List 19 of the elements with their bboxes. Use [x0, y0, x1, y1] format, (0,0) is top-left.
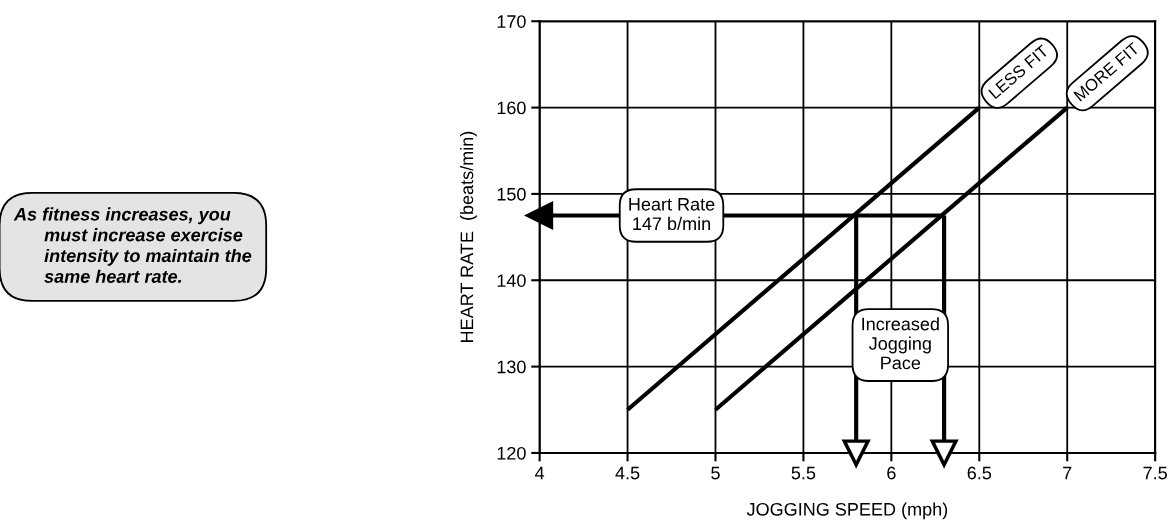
y-tick-label: 160 — [497, 101, 526, 115]
y-tick-label: 140 — [497, 274, 526, 287]
y-tick-label: 170 — [497, 15, 526, 28]
x-tick-label: 6 — [887, 466, 896, 480]
x-tick-label: 4 — [535, 466, 545, 480]
y-tick-label: 150 — [497, 187, 526, 201]
x-tick-label: 5 — [711, 466, 720, 480]
annotation: Increased Jogging Pace — [862, 317, 939, 370]
x-tick-label: 6.5 — [967, 466, 992, 480]
y-axis-title: HEART RATE (beats/min) — [460, 131, 477, 342]
x-tick-label: 7.5 — [1143, 466, 1167, 480]
x-axis-title: JOGGING SPEED (mph) — [746, 502, 948, 520]
x-tick-label: 4.5 — [615, 466, 640, 480]
annotation: Heart Rate 147 b/min — [629, 198, 715, 231]
y-tick-label: 130 — [497, 360, 526, 374]
x-tick-label: 7 — [1063, 466, 1072, 480]
y-tick-label: 120 — [497, 446, 526, 460]
x-tick-label: 5.5 — [791, 466, 816, 480]
text: As fitness increases, you must increase exercise intensity to maintain the same heart rate. — [13, 207, 252, 283]
